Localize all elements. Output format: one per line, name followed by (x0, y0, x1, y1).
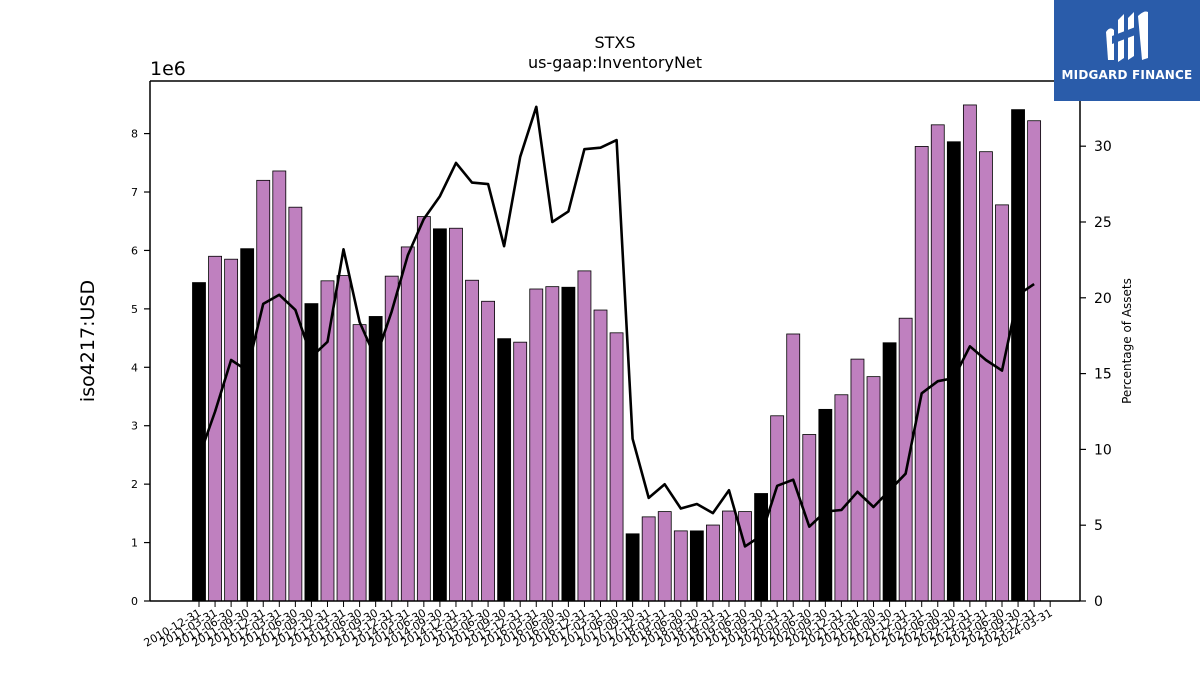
bar (529, 288, 544, 602)
y2-tick-label: 15 (1094, 367, 1112, 383)
bar (706, 524, 720, 602)
bar (754, 493, 768, 602)
bar (866, 376, 881, 602)
y-axis-label: iso4217:USD (77, 280, 99, 402)
bar (882, 342, 897, 602)
y-tick-label: 2 (131, 478, 138, 491)
bar (1027, 120, 1042, 602)
bar (770, 415, 785, 602)
brand-logo: MIDGARD FINANCE (1054, 0, 1200, 101)
y-tick-label: 3 (131, 420, 138, 433)
bar (995, 204, 1009, 602)
bars (192, 104, 1042, 602)
ticks: 0123456780510152025302010-12-312011-03-3… (131, 128, 1112, 650)
bar (352, 324, 367, 602)
y-tick-label: 4 (131, 361, 138, 374)
bar (320, 280, 335, 602)
bar (513, 341, 528, 602)
bar (336, 275, 351, 602)
bar (224, 258, 239, 602)
y2-axis-label: Percentage of Assets (1120, 278, 1134, 404)
bar (561, 286, 576, 602)
bar (641, 516, 656, 602)
bar (818, 408, 833, 602)
y-tick-label: 5 (131, 303, 138, 316)
bar (465, 279, 479, 602)
y-tick-label: 8 (131, 128, 138, 141)
bar (979, 151, 993, 602)
y2-tick-label: 30 (1094, 139, 1112, 155)
bar (1011, 109, 1025, 602)
y-tick-label: 6 (131, 244, 138, 257)
bar (545, 286, 560, 602)
axes (149, 80, 1081, 602)
bar (689, 530, 704, 602)
bar (256, 179, 271, 602)
percentage-line (197, 105, 1035, 548)
bar (577, 270, 592, 602)
bar (850, 358, 865, 602)
brand-name: MIDGARD FINANCE (1061, 68, 1193, 82)
percentage-line-path (197, 105, 1035, 548)
chart-subtitle: us-gaap:InventoryNet (528, 53, 702, 72)
bar (722, 510, 736, 602)
bar (914, 146, 929, 602)
bar (449, 227, 463, 602)
y2-tick-label: 25 (1094, 215, 1112, 231)
y2-tick-label: 0 (1094, 594, 1103, 610)
bar (834, 394, 849, 602)
bar (673, 530, 688, 602)
bar (288, 206, 303, 602)
bar (657, 511, 672, 602)
y-tick-label: 0 (131, 595, 138, 608)
bar (898, 317, 913, 602)
bar (400, 246, 415, 602)
offset-text: 1e6 (150, 58, 186, 80)
midgard-logo-icon (1106, 11, 1148, 62)
y2-tick-label: 10 (1094, 442, 1112, 458)
bar (272, 170, 287, 602)
chart-title: STXS (594, 33, 635, 52)
bar (304, 303, 319, 602)
bar (738, 511, 752, 602)
bar (786, 333, 801, 602)
y2-tick-label: 5 (1094, 518, 1103, 534)
bar (208, 255, 222, 602)
bar (625, 533, 640, 602)
y2-tick-label: 20 (1094, 291, 1112, 307)
bar (481, 300, 495, 602)
bar (497, 338, 512, 602)
bar (416, 216, 431, 602)
bar (802, 434, 817, 602)
y-tick-label: 7 (131, 186, 138, 199)
bar (609, 332, 624, 602)
bar (240, 248, 255, 602)
bar (593, 309, 608, 602)
bar (930, 124, 945, 602)
bar (432, 228, 447, 602)
y-tick-label: 1 (131, 537, 138, 550)
